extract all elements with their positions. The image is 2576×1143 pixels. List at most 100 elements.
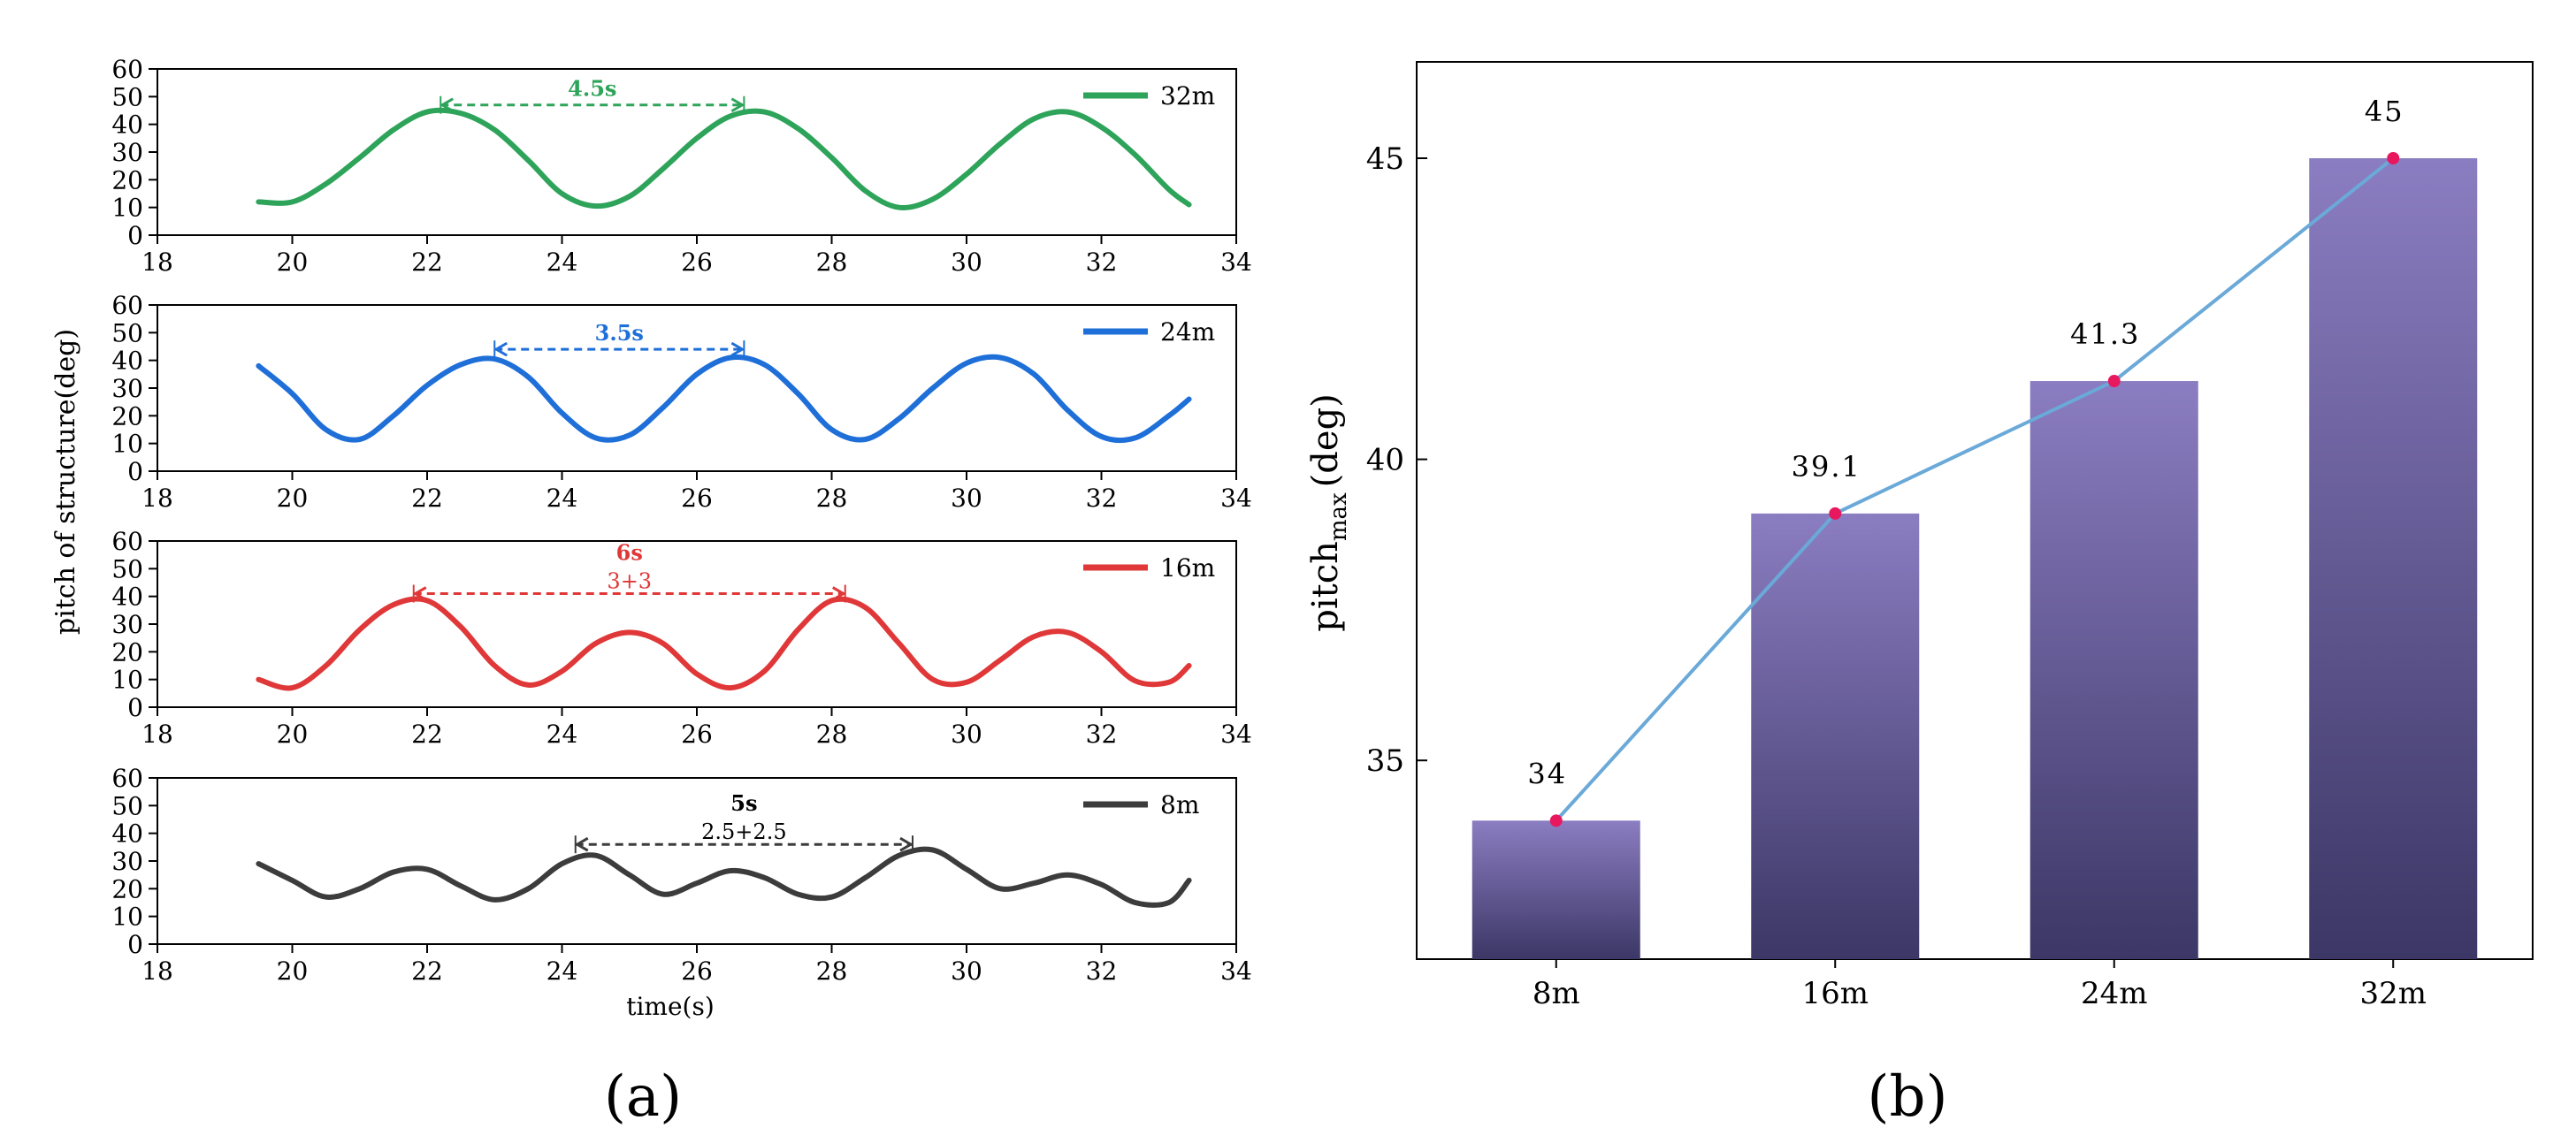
y-tick-label: 20 bbox=[111, 165, 143, 194]
x-tick-label: 32 bbox=[1086, 956, 1118, 986]
x-axis-label: time(s) bbox=[626, 992, 715, 1021]
y-tick-label: 40 bbox=[111, 110, 143, 140]
x-tick-label: 16m bbox=[1801, 976, 1869, 1011]
arrow-head-left bbox=[412, 586, 427, 601]
legend-label-16m: 16m bbox=[1160, 553, 1215, 583]
x-tick-label: 28 bbox=[816, 720, 848, 749]
point-marker-16m bbox=[1829, 507, 1842, 520]
plot-frame bbox=[157, 540, 1237, 708]
legend-label-8m: 8m bbox=[1160, 790, 1199, 819]
x-tick-label: 20 bbox=[277, 484, 309, 513]
x-tick-label: 28 bbox=[816, 956, 848, 986]
arrow-head-right bbox=[899, 836, 913, 852]
y-tick-label: 45 bbox=[1366, 141, 1404, 177]
y-tick-label: 10 bbox=[111, 430, 143, 459]
y-tick-label: 40 bbox=[111, 583, 143, 612]
y-tick-label: 40 bbox=[111, 347, 143, 376]
series-line-8m bbox=[256, 846, 1192, 908]
y-tick-label: 0 bbox=[127, 693, 143, 722]
y-tick-label: 30 bbox=[111, 610, 143, 639]
y-tick-label: 20 bbox=[111, 401, 143, 431]
x-tick-label: 34 bbox=[1220, 484, 1252, 513]
plot-frame bbox=[1416, 61, 2534, 960]
bar-16m bbox=[1751, 513, 1920, 959]
plot-frame bbox=[157, 777, 1237, 945]
x-tick-label: 30 bbox=[951, 484, 982, 513]
period-label: 6s bbox=[616, 540, 643, 566]
x-tick-label: 28 bbox=[816, 248, 848, 277]
y-tick-label: 60 bbox=[111, 527, 143, 556]
trend-line bbox=[1555, 156, 2395, 822]
x-tick-label: 34 bbox=[1220, 248, 1252, 277]
y-tick-label: 30 bbox=[111, 138, 143, 167]
x-tick-label: 30 bbox=[951, 956, 982, 986]
x-tick-label: 34 bbox=[1220, 720, 1252, 749]
y-tick-label: 30 bbox=[111, 374, 143, 403]
y-tick-label: 35 bbox=[1366, 743, 1404, 779]
plot-frame bbox=[157, 304, 1237, 472]
y-tick-label: 0 bbox=[127, 221, 143, 250]
x-tick-label: 22 bbox=[411, 248, 443, 277]
y-tick-label: 30 bbox=[111, 847, 143, 876]
arrow-head-left bbox=[574, 836, 589, 852]
x-tick-label: 26 bbox=[681, 956, 713, 986]
y-axis-label: pitchmax (deg) bbox=[1305, 393, 1352, 632]
period-sublabel: 2.5+2.5 bbox=[701, 819, 786, 844]
arrow-head-left bbox=[440, 97, 455, 113]
y-axis-label-subscript: max bbox=[1326, 492, 1352, 541]
period-sublabel: 3+3 bbox=[607, 569, 652, 594]
value-label-24m: 41.3 bbox=[2070, 317, 2140, 351]
y-tick-label: 50 bbox=[111, 82, 143, 111]
plot-frame bbox=[157, 68, 1237, 236]
bar-32m bbox=[2309, 157, 2478, 959]
legend-label-24m: 24m bbox=[1160, 317, 1215, 347]
x-tick-label: 18 bbox=[141, 248, 173, 277]
x-tick-label: 30 bbox=[951, 248, 982, 277]
x-tick-label: 32 bbox=[1086, 484, 1118, 513]
x-tick-label: 32 bbox=[1086, 720, 1118, 749]
y-tick-label: 10 bbox=[111, 903, 143, 932]
y-tick-label: 60 bbox=[111, 291, 143, 320]
y-tick-label: 60 bbox=[111, 55, 143, 84]
x-tick-label: 22 bbox=[411, 720, 443, 749]
value-label-8m: 34 bbox=[1527, 757, 1567, 790]
value-label-32m: 45 bbox=[2365, 95, 2404, 128]
y-tick-label: 10 bbox=[111, 194, 143, 223]
value-label-16m: 39.1 bbox=[1792, 450, 1861, 484]
x-tick-label: 20 bbox=[277, 720, 309, 749]
arrow-head-left bbox=[493, 341, 508, 357]
y-axis-label-unit: (deg) bbox=[1305, 393, 1346, 487]
period-label: 5s bbox=[730, 790, 757, 816]
period-label: 3.5s bbox=[595, 320, 644, 346]
legend-label-32m: 32m bbox=[1160, 81, 1215, 110]
x-tick-label: 20 bbox=[277, 956, 309, 986]
series-line-24m bbox=[256, 354, 1192, 444]
x-tick-label: 8m bbox=[1533, 976, 1580, 1011]
x-tick-label: 22 bbox=[411, 484, 443, 513]
x-tick-label: 34 bbox=[1220, 956, 1252, 986]
series-line-32m bbox=[256, 107, 1192, 210]
series-line-16m bbox=[256, 596, 1192, 691]
x-tick-label: 26 bbox=[681, 720, 713, 749]
y-tick-label: 40 bbox=[1366, 443, 1404, 478]
x-tick-label: 24 bbox=[547, 956, 578, 986]
y-tick-label: 20 bbox=[111, 874, 143, 903]
y-tick-label: 20 bbox=[111, 637, 143, 667]
panel-label-b: (b) bbox=[1868, 1064, 1948, 1130]
x-tick-label: 32 bbox=[1086, 248, 1118, 277]
x-tick-label: 24 bbox=[547, 484, 578, 513]
point-marker-24m bbox=[2107, 375, 2121, 388]
x-tick-label: 24 bbox=[547, 248, 578, 277]
x-tick-label: 20 bbox=[277, 248, 309, 277]
arrow-head-right bbox=[730, 341, 745, 357]
x-tick-label: 26 bbox=[681, 248, 713, 277]
x-tick-label: 18 bbox=[141, 720, 173, 749]
x-tick-label: 22 bbox=[411, 956, 443, 986]
y-tick-label: 50 bbox=[111, 318, 143, 347]
panel-b-bar-chart: 35 40 45 34 39.1 41.3 45 8m 16m 24m 32m pitchmax (de… bbox=[1305, 61, 2534, 1011]
